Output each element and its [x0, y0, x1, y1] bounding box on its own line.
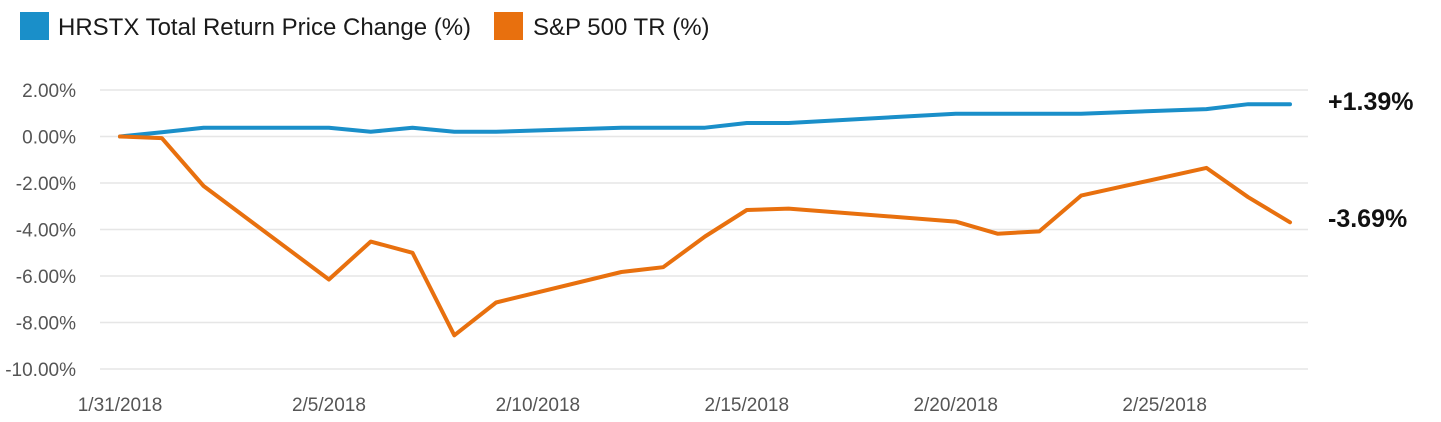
y-tick-label: -2.00% — [16, 174, 76, 195]
y-tick-label: 0.00% — [22, 128, 76, 149]
legend-swatch-sp500 — [494, 12, 523, 40]
end-label-hrstx: +1.39% — [1328, 88, 1414, 116]
end-label-sp500: -3.69% — [1328, 205, 1407, 233]
y-tick-label: -10.00% — [5, 360, 76, 381]
x-axis: 1/31/2018 2/5/2018 2/10/2018 2/15/2018 2/20/… — [78, 395, 1207, 416]
x-tick-label: 1/31/2018 — [78, 395, 163, 416]
legend: HRSTX Total Return Price Change (%) S&P … — [20, 12, 710, 41]
x-tick-label: 2/15/2018 — [705, 395, 790, 416]
x-tick-label: 2/20/2018 — [913, 395, 998, 416]
x-tick-label: 2/10/2018 — [496, 395, 581, 416]
series-layer — [118, 102, 1292, 338]
y-tick-label: 2.00% — [22, 81, 76, 102]
legend-swatch-hrstx — [20, 12, 49, 40]
series-line-hrstx — [118, 102, 1292, 139]
end-labels: +1.39% -3.69% — [1328, 88, 1414, 233]
x-tick-label: 2/25/2018 — [1122, 395, 1207, 416]
series-line-sp500 — [118, 134, 1292, 338]
y-axis: 2.00% 0.00% -2.00% -4.00% -6.00% -8.00% -10.00… — [5, 81, 76, 381]
gridlines — [100, 89, 1308, 370]
legend-label-sp500: S&P 500 TR (%) — [533, 14, 710, 41]
legend-label-hrstx: HRSTX Total Return Price Change (%) — [58, 14, 471, 41]
y-tick-label: -6.00% — [16, 267, 76, 288]
y-tick-label: -8.00% — [16, 314, 76, 335]
x-tick-label: 2/5/2018 — [292, 395, 366, 416]
y-tick-label: -4.00% — [16, 221, 76, 242]
